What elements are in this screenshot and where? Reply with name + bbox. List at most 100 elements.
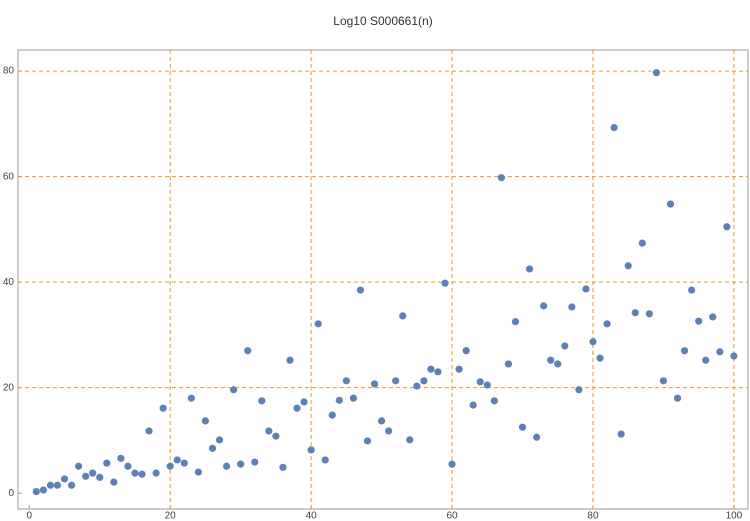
point — [208, 444, 217, 452]
point — [166, 462, 174, 470]
point — [237, 460, 245, 468]
point — [617, 430, 625, 438]
point — [201, 417, 210, 425]
point — [300, 398, 308, 406]
point — [370, 380, 379, 388]
point — [145, 427, 153, 435]
point — [673, 394, 682, 402]
point — [476, 378, 484, 386]
x-tick-label: 60 — [446, 511, 458, 521]
point — [659, 377, 668, 385]
point — [448, 460, 456, 468]
point — [194, 468, 202, 476]
y-tick-label: 20 — [3, 382, 15, 393]
point — [74, 462, 83, 470]
point — [96, 473, 104, 481]
point — [328, 411, 336, 419]
point — [469, 401, 477, 409]
point — [525, 265, 534, 273]
y-tick-label: 40 — [3, 277, 15, 288]
point — [321, 456, 329, 464]
point — [138, 470, 146, 478]
point — [547, 356, 555, 364]
point — [645, 310, 653, 318]
point — [39, 486, 47, 494]
point — [251, 458, 259, 466]
point — [596, 354, 604, 362]
point — [497, 174, 505, 182]
point — [110, 478, 118, 486]
point — [666, 200, 675, 208]
point — [610, 123, 618, 132]
x-tick-label: 40 — [306, 511, 318, 521]
point — [716, 348, 724, 356]
point — [342, 377, 350, 385]
point — [244, 347, 252, 355]
point — [624, 262, 632, 270]
point — [173, 456, 181, 464]
point — [420, 377, 428, 385]
x-tick-label: 80 — [587, 511, 599, 521]
point — [575, 386, 583, 394]
point — [131, 469, 139, 477]
point — [307, 446, 315, 454]
point — [230, 386, 238, 394]
point — [152, 469, 160, 477]
point — [222, 462, 231, 470]
point — [46, 481, 55, 489]
point — [589, 338, 597, 346]
point — [652, 69, 660, 77]
point — [702, 356, 710, 364]
point — [286, 356, 294, 364]
point — [455, 365, 463, 373]
point — [258, 397, 266, 405]
plot-frame — [17, 49, 749, 510]
y-tick-label: 0 — [8, 488, 14, 499]
point — [406, 436, 414, 444]
point — [441, 279, 449, 287]
point — [554, 360, 562, 368]
point — [427, 365, 435, 373]
point — [82, 472, 90, 480]
point — [561, 342, 569, 350]
point — [434, 368, 442, 376]
point — [32, 487, 40, 496]
point — [462, 347, 470, 355]
point — [568, 303, 576, 311]
point — [180, 459, 188, 467]
point — [582, 285, 590, 293]
point — [490, 397, 498, 405]
point — [103, 459, 111, 467]
point — [215, 436, 224, 444]
point — [631, 309, 639, 317]
point — [67, 481, 76, 489]
point — [293, 404, 301, 412]
point — [363, 437, 372, 445]
point — [272, 432, 280, 440]
point — [603, 320, 611, 328]
x-tick-label: 20 — [165, 511, 177, 521]
chart-title: Log10 S000661(n) — [333, 14, 432, 28]
point — [117, 454, 125, 462]
point — [89, 469, 97, 477]
point — [533, 433, 541, 441]
point — [638, 239, 646, 247]
point — [540, 302, 548, 310]
point — [723, 223, 731, 231]
point — [377, 417, 386, 425]
point — [730, 352, 738, 360]
point — [279, 463, 287, 471]
point — [695, 317, 703, 325]
point — [399, 312, 407, 320]
point — [159, 404, 167, 412]
point — [349, 394, 358, 402]
point — [504, 360, 513, 368]
point — [511, 318, 520, 326]
point — [483, 381, 491, 389]
point — [413, 382, 421, 390]
x-tick-label: 100 — [726, 511, 743, 521]
point — [518, 423, 527, 431]
point — [385, 427, 393, 435]
point — [688, 286, 696, 294]
